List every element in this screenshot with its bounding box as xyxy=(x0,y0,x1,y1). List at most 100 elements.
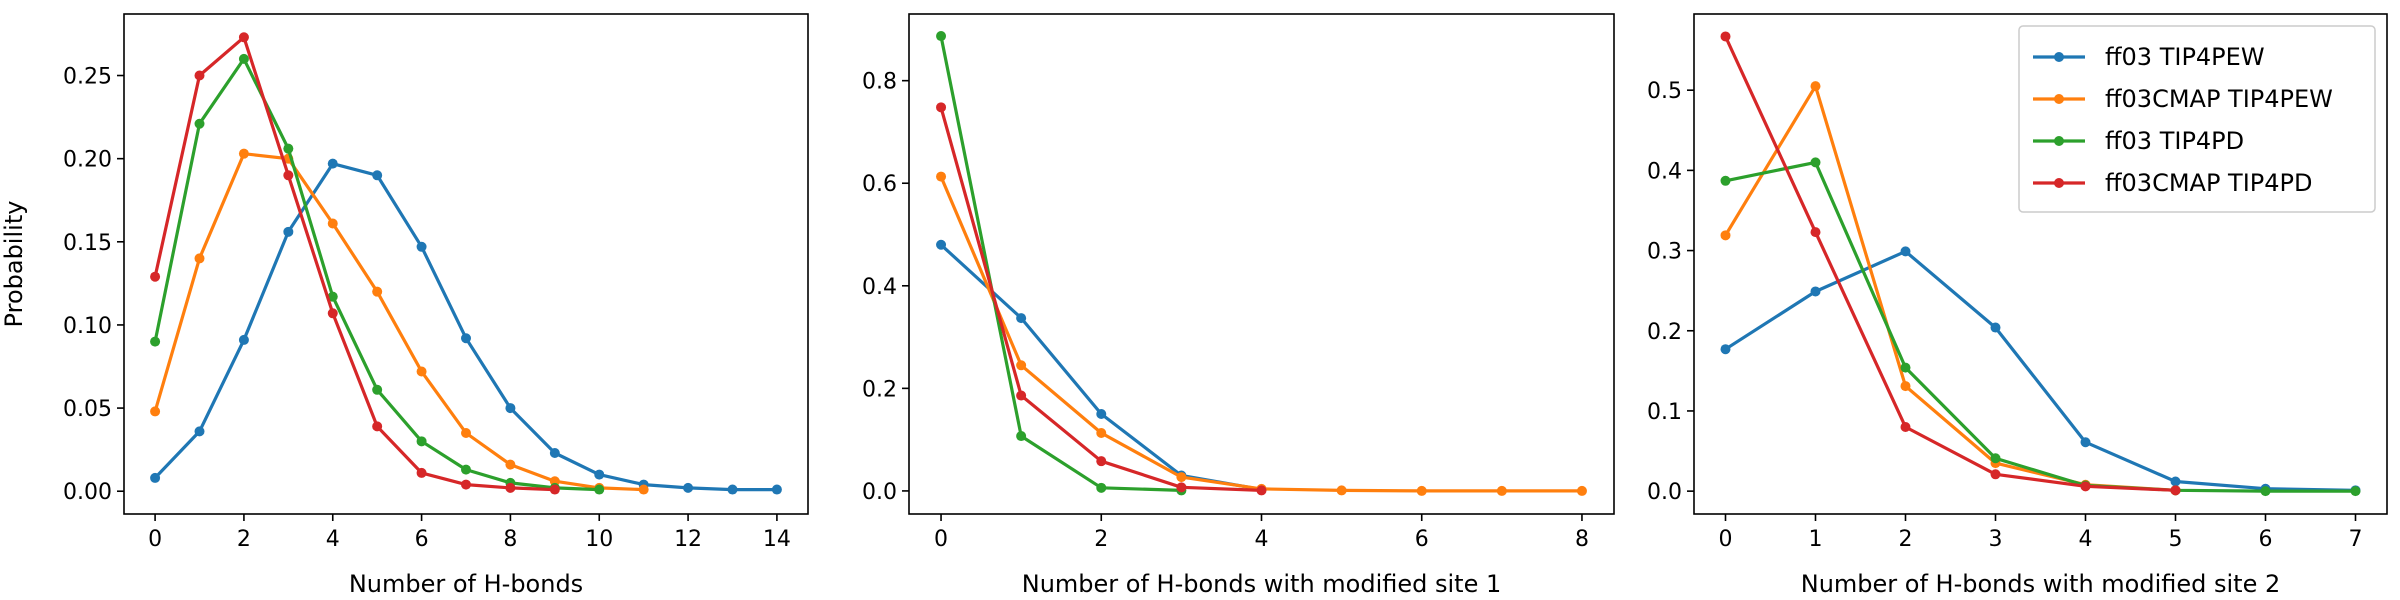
panel-1-y-tick-label-3: 0.15 xyxy=(63,231,112,256)
panel-1-point-ff03-tip4pd-0 xyxy=(150,336,161,347)
legend-entry-ff03-tip4pew: ff03 TIP4PEW xyxy=(2033,43,2265,71)
panel-1-point-ff03-tip4pew-5 xyxy=(372,170,383,181)
panel-1-point-ff03cmap-tip4pd-9 xyxy=(549,484,560,495)
panel-3-y-tick-label-1: 0.1 xyxy=(1647,400,1682,425)
panel-1-x-tick-label-6: 6 xyxy=(415,527,429,552)
panel-2-y-tick-label-1: 0.2 xyxy=(862,377,897,402)
legend: ff03 TIP4PEW ff03CMAP TIP4PEW ff03 TIP4P… xyxy=(2018,25,2376,213)
panel-3-x-tick-label-6: 6 xyxy=(2259,527,2273,552)
panel-1-point-ff03-tip4pd-3 xyxy=(283,143,294,154)
panel-3-point-ff03-tip4pd-3 xyxy=(1990,453,2001,464)
panel-1-point-ff03cmap-tip4pd-4 xyxy=(327,308,338,319)
panel-2-x-tick-label-6: 6 xyxy=(1415,527,1429,552)
panel-1-point-ff03-tip4pd-1 xyxy=(194,118,205,129)
panel-2-x-tick-label-8: 8 xyxy=(1575,527,1589,552)
panel-1-x-tick-label-4: 4 xyxy=(326,527,340,552)
panel-3-point-ff03cmap-tip4pew-1 xyxy=(1810,81,1821,92)
panel-1-point-ff03cmap-tip4pd-2 xyxy=(238,32,249,43)
panel-3-x-tick-label-7: 7 xyxy=(2349,527,2363,552)
panel-2-x-axis-label: Number of H-bonds with modified site 1 xyxy=(1022,570,1502,598)
panel-2-point-ff03cmap-tip4pd-3 xyxy=(1176,482,1187,493)
panel-3-axes-frame xyxy=(1693,13,2388,515)
legend-entry-ff03cmap-tip4pew: ff03CMAP TIP4PEW xyxy=(2033,85,2333,113)
panel-1-point-ff03cmap-tip4pd-0 xyxy=(150,271,161,282)
panel-3-x-axis-label: Number of H-bonds with modified site 2 xyxy=(1801,570,2281,598)
panel-1-point-ff03-tip4pd-6 xyxy=(416,436,427,447)
panel-3-line-ff03-tip4pew xyxy=(1723,249,2358,492)
panel-1-point-ff03cmap-tip4pd-8 xyxy=(505,482,516,493)
panel-1-x-tick-label-8: 8 xyxy=(503,527,517,552)
legend-label-ff03-tip4pew: ff03 TIP4PEW xyxy=(2105,43,2265,71)
panel-1-y-tick-label-0: 0.00 xyxy=(63,480,112,505)
panel-3-point-ff03-tip4pd-6 xyxy=(2260,486,2271,497)
panel-1-axes-frame xyxy=(123,13,809,515)
panel-3-y-tick-label-2: 0.2 xyxy=(1647,320,1682,345)
panel-1-point-ff03-tip4pew-10 xyxy=(594,469,605,480)
panel-3-point-ff03-tip4pd-7 xyxy=(2350,486,2361,497)
panel-3: 0 1 2 3 4 5 6 7 0.0 0.1 0.2 0.3 0.4 0.5 Number of H-b… xyxy=(1647,13,2388,598)
panel-2-x-tick-label-0: 0 xyxy=(934,527,948,552)
panel-1-point-ff03cmap-tip4pew-6 xyxy=(416,366,427,377)
panel-1-x-tick-label-14: 14 xyxy=(763,527,791,552)
panel-2-point-ff03cmap-tip4pew-1 xyxy=(1016,360,1027,371)
panel-1-point-ff03cmap-tip4pew-11 xyxy=(638,484,649,495)
panel-3-y-tick-label-3: 0.3 xyxy=(1647,240,1682,265)
panel-3-point-ff03-tip4pd-1 xyxy=(1810,157,1821,168)
legend-entry-ff03cmap-tip4pd: ff03CMAP TIP4PD xyxy=(2033,169,2313,197)
panel-2: 0 2 4 6 8 0.0 0.2 0.4 0.6 0.8 Number of H-bonds w… xyxy=(862,13,1615,598)
panel-2-point-ff03cmap-tip4pew-5 xyxy=(1336,485,1347,496)
panel-2-point-ff03-tip4pd-1 xyxy=(1016,431,1027,442)
panel-3-y-tick-label-0: 0.0 xyxy=(1647,480,1682,505)
panel-1-point-ff03cmap-tip4pd-1 xyxy=(194,70,205,81)
panel-1-point-ff03cmap-tip4pew-7 xyxy=(461,428,471,439)
legend-marker-ff03-tip4pd xyxy=(2054,136,2064,146)
legend-label-ff03-tip4pd: ff03 TIP4PD xyxy=(2105,127,2244,155)
panel-2-point-ff03cmap-tip4pew-0 xyxy=(936,171,947,182)
panel-3-ticks: 0 1 2 3 4 5 6 7 0.0 0.1 0.2 0.3 0.4 0.5 xyxy=(1647,79,2363,552)
legend-entry-ff03-tip4pd: ff03 TIP4PD xyxy=(2033,127,2244,155)
panel-1-point-ff03-tip4pew-4 xyxy=(327,158,338,169)
panel-3-point-ff03cmap-tip4pd-4 xyxy=(2080,481,2091,492)
panel-3-x-tick-label-0: 0 xyxy=(1719,527,1733,552)
panel-3-point-ff03cmap-tip4pew-0 xyxy=(1720,230,1731,241)
panel-3-x-tick-label-4: 4 xyxy=(2079,527,2093,552)
panel-1-point-ff03-tip4pew-9 xyxy=(549,447,560,458)
panel-1-y-tick-label-1: 0.05 xyxy=(63,397,112,422)
panel-1-point-ff03cmap-tip4pew-4 xyxy=(327,218,338,229)
panel-2-point-ff03cmap-tip4pew-6 xyxy=(1416,485,1427,496)
panel-3-point-ff03-tip4pew-0 xyxy=(1720,344,1731,355)
panel-1-point-ff03cmap-tip4pd-5 xyxy=(372,421,383,432)
panel-1-series xyxy=(150,32,782,495)
panel-2-point-ff03-tip4pd-0 xyxy=(936,31,947,42)
panel-3-series xyxy=(1720,31,2361,497)
panel-2-point-ff03cmap-tip4pd-0 xyxy=(936,102,947,113)
panel-2-x-tick-label-2: 2 xyxy=(1094,527,1108,552)
panel-1-line-ff03cmap-tip4pew xyxy=(153,152,646,492)
panel-1-y-axis-label: Probability xyxy=(0,201,28,328)
panel-1-point-ff03cmap-tip4pew-5 xyxy=(372,286,383,297)
panel-1-point-ff03cmap-tip4pew-0 xyxy=(150,406,161,417)
panel-1-y-tick-label-2: 0.10 xyxy=(63,314,112,339)
panel-3-line-ff03cmap-tip4pd xyxy=(1723,34,2178,492)
panel-2-axes-frame xyxy=(908,13,1615,515)
panel-2-point-ff03cmap-tip4pd-4 xyxy=(1256,485,1267,496)
panel-1-line-ff03cmap-tip4pd xyxy=(153,35,557,492)
legend-marker-ff03cmap-tip4pd xyxy=(2054,178,2064,188)
legend-box xyxy=(2018,25,2376,213)
panel-3-point-ff03cmap-tip4pew-2 xyxy=(1900,381,1911,392)
panel-2-point-ff03cmap-tip4pd-1 xyxy=(1016,390,1027,401)
panel-3-point-ff03cmap-tip4pd-5 xyxy=(2170,485,2181,496)
panel-3-line-ff03-tip4pd xyxy=(1723,160,2358,493)
panel-1-x-tick-label-12: 12 xyxy=(674,527,702,552)
panel-1-point-ff03-tip4pd-2 xyxy=(238,53,249,64)
panel-3-point-ff03cmap-tip4pd-0 xyxy=(1720,31,1731,42)
panel-3-y-tick-label-5: 0.5 xyxy=(1647,79,1682,104)
panel-2-y-tick-label-2: 0.4 xyxy=(862,275,897,300)
panel-3-point-ff03-tip4pd-2 xyxy=(1900,362,1911,373)
panel-1-point-ff03cmap-tip4pew-8 xyxy=(505,459,516,470)
panel-3-x-tick-label-2: 2 xyxy=(1899,527,1913,552)
panel-3-point-ff03cmap-tip4pd-1 xyxy=(1810,227,1821,238)
panel-2-ticks: 0 2 4 6 8 0.0 0.2 0.4 0.6 0.8 xyxy=(862,70,1589,552)
